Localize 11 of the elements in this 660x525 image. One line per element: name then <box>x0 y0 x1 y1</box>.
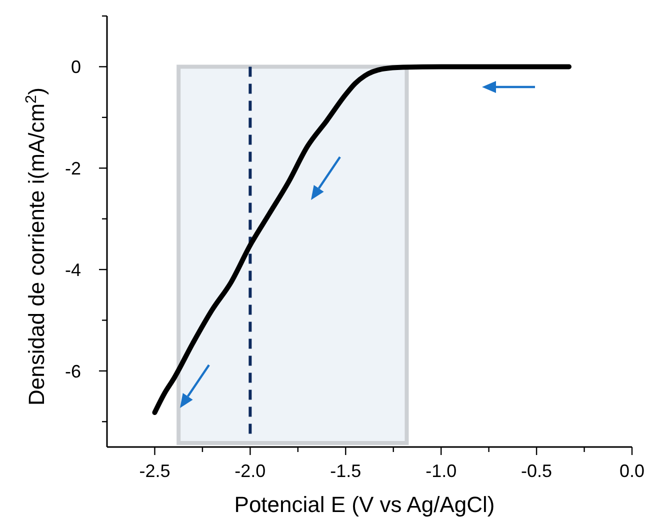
x-tick-label: -1.0 <box>426 461 457 481</box>
x-tick-label: -2.0 <box>234 461 266 481</box>
x-axis-title: Potencial E (V vs Ag/AgCl) <box>234 492 495 517</box>
x-tick-label: -2.5 <box>139 461 170 481</box>
x-tick-label: -0.5 <box>521 461 552 481</box>
y-tick-label: 0 <box>70 57 81 78</box>
x-tick-label: 0.0 <box>619 461 645 481</box>
x-tick-label: -1.5 <box>330 461 362 481</box>
y-tick-label: -4 <box>64 260 81 280</box>
y-tick-label: -6 <box>64 361 81 382</box>
y-tick-label: -2 <box>64 158 81 178</box>
